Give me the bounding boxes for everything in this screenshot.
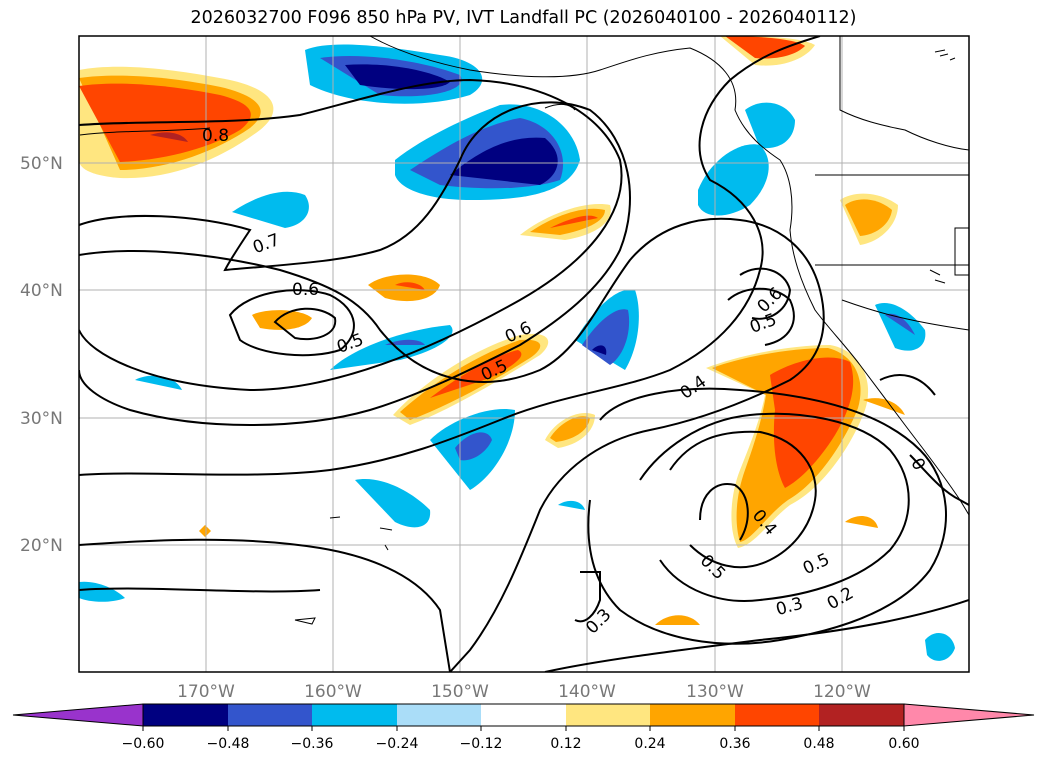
colorbar-tick-label: −0.36 [291,736,334,752]
lon-tick-label: 160°W [304,682,362,702]
colorbar-segment [566,704,650,726]
lon-tick-label: 150°W [431,682,489,702]
contour-line [79,587,321,593]
colorbar-segment [819,704,904,726]
contour-line [79,538,451,672]
pv-positive-areas [79,36,905,625]
pv-area [450,137,558,185]
colorbar-tick-label: 0.48 [803,736,834,752]
colorbar-extend-min [12,703,144,727]
pv-area [395,282,425,290]
lat-tick-label: 50°N [20,154,63,174]
lat-tick-labels: 50°N 40°N 30°N 20°N [20,154,63,556]
colorbar-extend-max [903,703,1035,727]
pv-area [885,313,915,335]
contour-label: 0.6 [292,280,319,300]
colorbar-segment [312,704,397,726]
lon-tick-labels: 170°W 160°W 150°W 140°W 130°W 120°W [177,682,871,702]
colorbar-segment [735,704,819,726]
colorbar-tick-label: −0.12 [460,736,503,752]
pv-area [150,132,188,142]
contour-line [79,217,825,672]
contour-line [79,78,623,392]
map-content: 0.8 0.7 0.6 0.5 0.6 0.5 0.6 0.5 0.4 0.4 … [79,36,969,672]
pv-area [725,36,805,59]
contour-line [699,483,749,541]
contour-line [879,374,936,396]
pv-area [455,432,492,461]
lat-tick-label: 20°N [20,536,63,556]
pv-area [345,64,450,90]
colorbar-tick-label: −0.60 [122,736,165,752]
lon-tick-label: 170°W [177,682,235,702]
pv-area [430,350,522,398]
contour-line [587,387,947,645]
colorbar-segment [397,704,481,726]
colorbar-segment [481,704,566,726]
contour-label: 0.8 [202,126,229,146]
pv-area [845,199,892,236]
contour-line [727,287,795,346]
colorbar-tick-label: 0.60 [888,736,919,752]
contour-line [639,412,910,602]
colorbar-segment [228,704,312,726]
pv-area [368,274,440,302]
colorbar-segment [143,704,228,726]
lon-tick-label: 120°W [813,682,871,702]
contour-line [273,307,337,340]
contour-line [79,101,631,426]
lon-tick-label: 140°W [558,682,616,702]
contour-line [544,599,969,672]
pv-area [655,615,700,625]
pv-area [582,309,630,365]
lat-tick-label: 40°N [20,281,63,301]
pv-area [199,525,211,537]
colorbar-frame [142,703,905,727]
map-frame [78,35,970,673]
colorbar-tick-label: −0.48 [207,736,250,752]
coastlines [79,36,969,625]
pv-area [79,581,125,602]
pv-area [232,191,309,228]
pv-area [252,310,312,330]
contour-line [909,454,969,506]
pv-area [330,325,453,370]
pv-negative-areas [79,44,955,661]
pv-area [550,215,598,228]
contour-line [79,36,821,476]
contour-line [228,289,355,357]
pv-area [925,633,955,661]
lat-tick-label: 30°N [20,409,63,429]
pv-area [845,516,878,528]
colorbar: −0.60 −0.48 −0.36 −0.24 −0.12 0.12 0.24 … [12,703,1035,752]
colorbar-tick-label: −0.24 [376,736,419,752]
contour-line [669,430,817,569]
colorbar-tick-label: 0.36 [719,736,750,752]
map-title: 2026032700 F096 850 hPa PV, IVT Landfall… [190,8,857,28]
pv-area [385,339,425,345]
colorbar-segment [650,704,735,726]
lon-tick-label: 130°W [686,682,744,702]
contour-line [739,267,792,320]
pv-area [355,479,431,528]
ivt-contours [79,36,969,672]
pv-area [698,144,769,216]
pv-area [770,357,854,488]
pv-area [558,500,585,510]
colorbar-tick-label: 0.12 [550,736,581,752]
colorbar-tick-label: 0.24 [634,736,665,752]
pv-area [550,416,590,442]
pv-area [745,102,795,149]
pv-area [592,345,607,355]
contour-line [574,571,601,623]
